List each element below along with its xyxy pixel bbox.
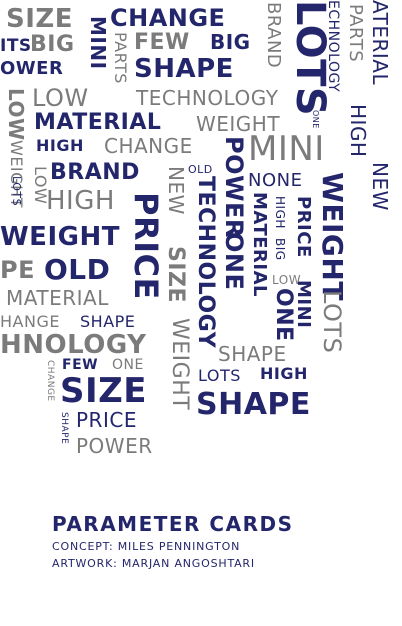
word-lots-3: LOTS xyxy=(318,290,346,354)
word-shape: SHAPE xyxy=(134,54,234,84)
concept-name: MILES PENNINGTON xyxy=(117,540,241,553)
word-high-4: HIGH xyxy=(273,196,287,229)
word-high-5: HIGH xyxy=(260,364,308,383)
word-weight: WEIGHT xyxy=(196,112,281,136)
artwork-name: MARJAN ANGOSHTARI xyxy=(121,557,255,570)
word-its: ITS xyxy=(0,36,32,56)
word-one: ONE xyxy=(311,110,320,129)
word-price-2: PRICE xyxy=(76,408,137,432)
card-title: PARAMETER CARDS xyxy=(52,512,294,536)
artwork-credit: ARTWORK: MARJAN ANGOSHTARI xyxy=(52,557,293,570)
word-one-2: ONE xyxy=(220,232,248,291)
word-aterial: ATERIAL xyxy=(368,0,392,86)
word-none: NONE xyxy=(248,170,303,191)
word-size: SIZE xyxy=(6,4,74,34)
word-new-2: NEW xyxy=(164,166,188,215)
word-material: MATERIAL xyxy=(34,110,162,135)
word-weight-3: WEIGHT xyxy=(0,222,120,252)
word-technology-2: TECHNOLOGY xyxy=(193,176,218,349)
word-shape-2: SHAPE xyxy=(80,312,136,331)
word-mini: MINI xyxy=(86,16,110,70)
word-mini-3: MINI xyxy=(293,280,314,329)
word-price-small: PRICE xyxy=(293,196,314,258)
concept-label: CONCEPT: xyxy=(52,540,114,553)
word-material-3: MATERIAL xyxy=(6,286,109,310)
word-price: PRICE xyxy=(127,192,165,300)
word-weight-4: WEIGHT xyxy=(167,318,192,411)
word-hnology: HNOLOGY xyxy=(0,330,147,360)
word-echnology: ECHNOLOGY xyxy=(325,0,341,93)
word-brand-2: BRAND xyxy=(50,160,140,185)
word-low-3: LOW xyxy=(272,273,302,287)
word-few: FEW xyxy=(134,30,190,55)
word-one-3: ONE xyxy=(271,288,296,342)
word-material-2: MATERIAL xyxy=(249,192,270,297)
word-old: OLD xyxy=(188,163,213,176)
word-mini-2: MINI xyxy=(248,129,325,169)
word-hange: HANGE xyxy=(0,312,60,331)
word-change: CHANGE xyxy=(110,4,226,32)
word-parts: PARTS xyxy=(111,32,130,84)
word-high: HIGH xyxy=(346,104,370,158)
word-lots-4: LOTS xyxy=(198,366,241,385)
word-few-2: FEW xyxy=(62,357,99,373)
word-big: BIG xyxy=(30,32,75,57)
word-big-3: BIG xyxy=(273,238,287,261)
word-size-2: SIZE xyxy=(163,246,188,304)
word-lots-2: LOTS xyxy=(10,176,23,207)
concept-credit: CONCEPT: MILES PENNINGTON xyxy=(52,540,293,553)
credits-block: PARAMETER CARDS CONCEPT: MILES PENNINGTO… xyxy=(52,512,293,570)
word-brand: BRAND xyxy=(263,2,284,69)
word-lots: LOTS xyxy=(287,0,333,117)
word-power: POWER xyxy=(220,136,248,238)
word-shape-5: SHAPE xyxy=(59,412,69,445)
word-shape-3: SHAPE xyxy=(218,342,287,366)
word-low-vertical: LOW xyxy=(4,88,28,141)
artwork-label: ARTWORK: xyxy=(52,557,118,570)
word-new: NEW xyxy=(368,162,392,211)
word-low: LOW xyxy=(32,84,89,112)
word-parts-2: PARTS xyxy=(345,4,366,63)
word-technology: TECHNOLOGY xyxy=(136,86,279,110)
word-pe-1: PE xyxy=(0,256,35,284)
word-ower: OWER xyxy=(0,58,64,79)
word-old-2: OLD xyxy=(44,253,111,286)
word-weight-2: WEIGHT xyxy=(316,172,349,301)
word-high-3: HIGH xyxy=(46,186,115,216)
word-one-4: ONE xyxy=(112,357,144,373)
word-power-2: POWER xyxy=(76,434,153,458)
word-cloud: SIZE CHANGE ITS BIG MINI PARTS FEW BIG O… xyxy=(0,0,392,458)
word-change-2: CHANGE xyxy=(104,134,193,158)
word-shape-4: SHAPE xyxy=(196,387,311,422)
word-big-2: BIG xyxy=(210,30,251,54)
word-change-3: CHANGE xyxy=(45,360,55,402)
word-size-3: SIZE xyxy=(60,371,148,411)
word-high-2: HIGH xyxy=(36,136,84,155)
